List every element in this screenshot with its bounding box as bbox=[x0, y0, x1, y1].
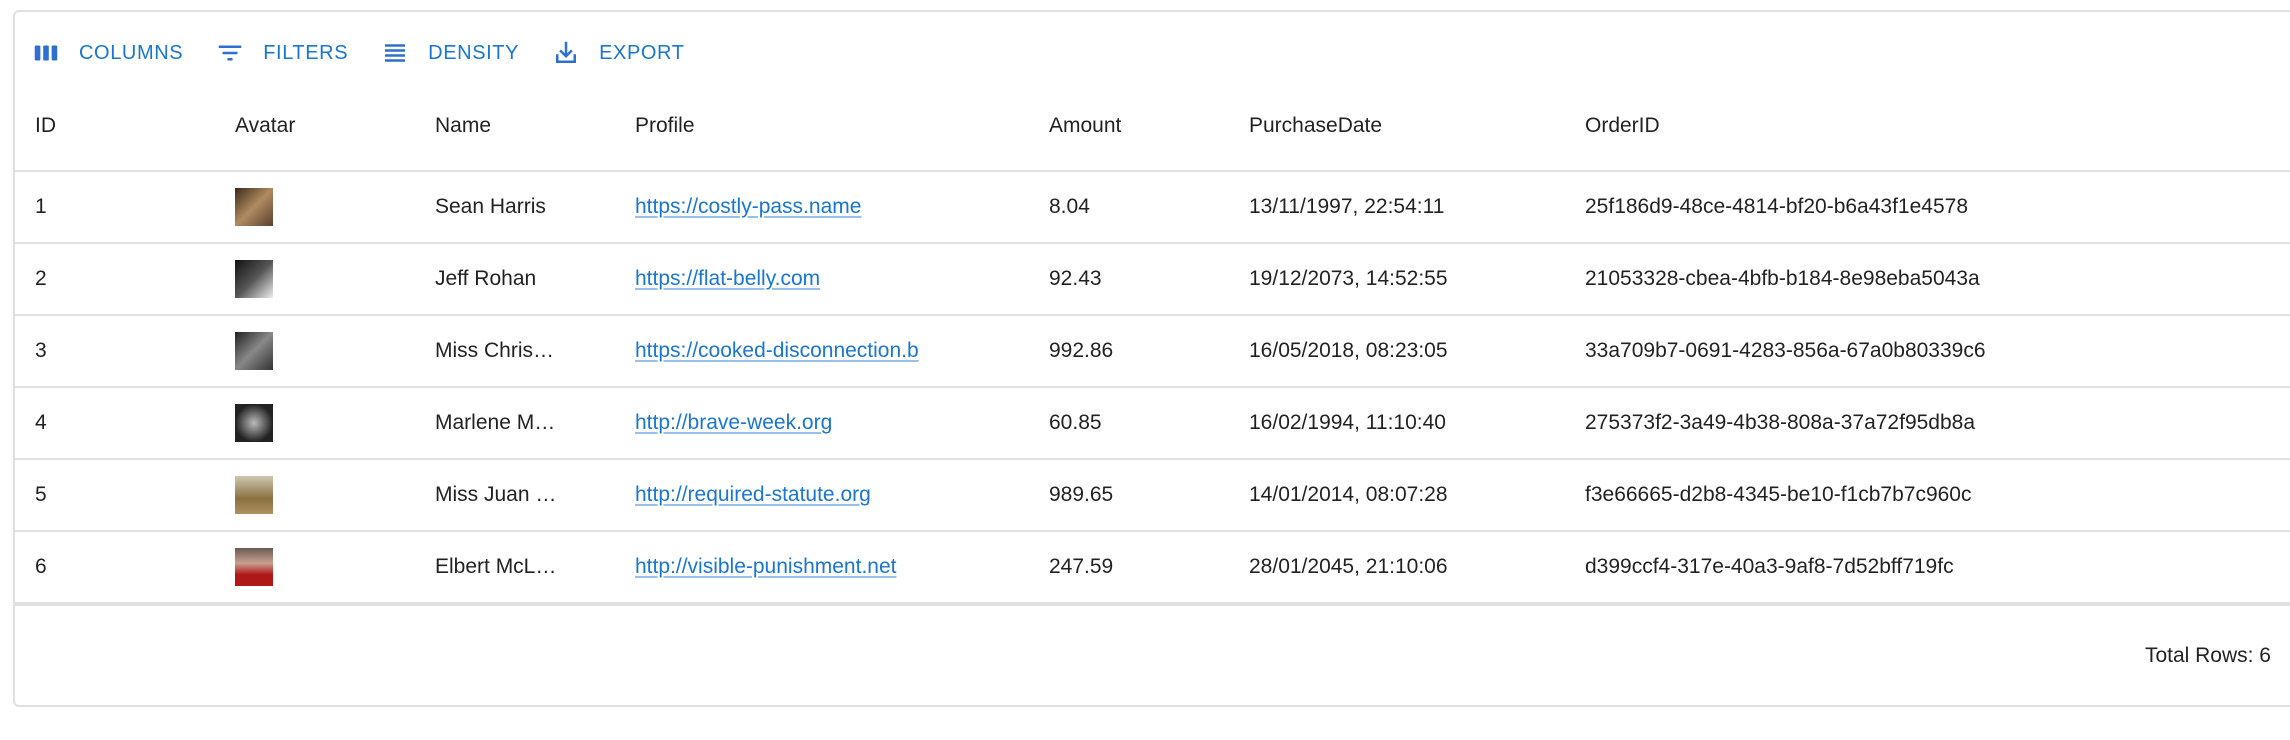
cell-name: Marlene M… bbox=[435, 411, 556, 434]
grid-toolbar: COLUMNS FILTERS DENSITY EXPORT bbox=[31, 34, 717, 72]
profile-link[interactable]: http://required-statute.org bbox=[635, 483, 871, 506]
cell-name: Sean Harris bbox=[435, 195, 546, 218]
cell-orderid: 21053328-cbea-4bfb-b184-8e98eba5043a bbox=[1585, 267, 1980, 290]
cell-purchasedate: 28/01/2045, 21:10:06 bbox=[1249, 555, 1448, 578]
cell-avatar bbox=[235, 388, 415, 458]
cell-orderid: 275373f2-3a49-4b38-808a-37a72f95db8a bbox=[1585, 411, 1976, 434]
avatar bbox=[235, 548, 273, 586]
cell-profile: http://brave-week.org bbox=[635, 388, 1043, 458]
cell-amount: 992.86 bbox=[1049, 339, 1114, 362]
cell-purchasedate: 19/12/2073, 14:52:55 bbox=[1249, 267, 1448, 290]
total-rows: Total Rows: 6 bbox=[2144, 644, 2271, 667]
column-header-id[interactable]: ID bbox=[35, 114, 56, 137]
avatar bbox=[235, 188, 273, 226]
filters-button[interactable]: FILTERS bbox=[215, 38, 348, 68]
cell-orderid: 33a709b7-0691-4283-856a-67a0b80339c6 bbox=[1585, 339, 1986, 362]
cell-purchasedate: 16/05/2018, 08:23:05 bbox=[1249, 339, 1448, 362]
cell-amount: 92.43 bbox=[1049, 267, 1102, 290]
cell-orderid: 25f186d9-48ce-4814-bf20-b6a43f1e4578 bbox=[1585, 195, 1968, 218]
grid-footer: Total Rows: 6 bbox=[15, 604, 2290, 709]
avatar bbox=[235, 476, 273, 514]
cell-profile: http://visible-punishment.net bbox=[635, 532, 1043, 602]
cell-profile: https://cooked-disconnection.b bbox=[635, 316, 1043, 386]
cell-name: Miss Juan … bbox=[435, 483, 557, 506]
column-header-row: ID Avatar Name Profile Amount PurchaseDa… bbox=[15, 82, 2290, 172]
cell-amount: 989.65 bbox=[1049, 483, 1114, 506]
density-label: DENSITY bbox=[428, 41, 520, 64]
export-button[interactable]: EXPORT bbox=[551, 38, 684, 68]
profile-link[interactable]: https://cooked-disconnection.b bbox=[635, 339, 919, 362]
profile-link[interactable]: http://visible-punishment.net bbox=[635, 555, 897, 578]
cell-purchasedate: 14/01/2014, 08:07:28 bbox=[1249, 483, 1448, 506]
cell-name: Miss Chris… bbox=[435, 339, 554, 362]
cell-profile: https://flat-belly.com bbox=[635, 244, 1043, 314]
cell-amount: 8.04 bbox=[1049, 195, 1090, 218]
cell-orderid: f3e66665-d2b8-4345-be10-f1cb7b7c960c bbox=[1585, 483, 1972, 506]
columns-label: COLUMNS bbox=[79, 41, 184, 64]
cell-purchasedate: 16/02/1994, 11:10:40 bbox=[1249, 411, 1446, 434]
cell-orderid: d399ccf4-317e-40a3-9af8-7d52bff719fc bbox=[1585, 555, 1954, 578]
column-header-amount[interactable]: Amount bbox=[1049, 114, 1122, 137]
column-header-orderid[interactable]: OrderID bbox=[1585, 114, 1660, 137]
column-header-purchasedate[interactable]: PurchaseDate bbox=[1249, 114, 1383, 137]
column-header-avatar[interactable]: Avatar bbox=[235, 114, 296, 137]
filters-label: FILTERS bbox=[263, 41, 349, 64]
avatar bbox=[235, 404, 273, 442]
cell-name: Elbert McL… bbox=[435, 555, 557, 578]
cell-purchasedate: 13/11/1997, 22:54:11 bbox=[1249, 195, 1445, 218]
cell-avatar bbox=[235, 460, 415, 530]
cell-id: 6 bbox=[35, 555, 47, 578]
profile-link[interactable]: https://costly-pass.name bbox=[635, 195, 862, 218]
cell-id: 5 bbox=[35, 483, 47, 506]
cell-profile: https://costly-pass.name bbox=[635, 172, 1043, 242]
profile-link[interactable]: http://brave-week.org bbox=[635, 411, 833, 434]
table-row[interactable]: 4 Marlene M… http://brave-week.org 60.85… bbox=[15, 388, 2290, 460]
density-button[interactable]: DENSITY bbox=[380, 38, 519, 68]
table-row[interactable]: 2 Jeff Rohan https://flat-belly.com 92.4… bbox=[15, 244, 2290, 316]
table-row[interactable]: 3 Miss Chris… https://cooked-disconnecti… bbox=[15, 316, 2290, 388]
cell-id: 1 bbox=[35, 195, 47, 218]
avatar bbox=[235, 260, 273, 298]
cell-amount: 247.59 bbox=[1049, 555, 1114, 578]
filter-icon bbox=[218, 45, 242, 61]
column-header-profile[interactable]: Profile bbox=[635, 114, 695, 137]
cell-avatar bbox=[235, 532, 415, 602]
export-label: EXPORT bbox=[599, 41, 685, 64]
columns-button[interactable]: COLUMNS bbox=[31, 38, 183, 68]
cell-id: 4 bbox=[35, 411, 47, 434]
density-icon bbox=[385, 44, 406, 62]
cell-avatar bbox=[235, 244, 415, 314]
table-row[interactable]: 1 Sean Harris https://costly-pass.name 8… bbox=[15, 172, 2290, 244]
table-row[interactable]: 5 Miss Juan … http://required-statute.or… bbox=[15, 460, 2290, 532]
table-row[interactable]: 6 Elbert McL… http://visible-punishment.… bbox=[15, 532, 2290, 604]
cell-avatar bbox=[235, 316, 415, 386]
cell-name: Jeff Rohan bbox=[435, 267, 537, 290]
cell-id: 2 bbox=[35, 267, 47, 290]
export-icon bbox=[556, 41, 577, 63]
columns-icon bbox=[34, 45, 58, 61]
data-grid: COLUMNS FILTERS DENSITY EXPORT ID Avatar… bbox=[13, 10, 2290, 707]
avatar bbox=[235, 332, 273, 370]
cell-profile: http://required-statute.org bbox=[635, 460, 1043, 530]
column-header-name[interactable]: Name bbox=[435, 114, 492, 137]
cell-amount: 60.85 bbox=[1049, 411, 1102, 434]
profile-link[interactable]: https://flat-belly.com bbox=[635, 267, 821, 290]
cell-avatar bbox=[235, 172, 415, 242]
cell-id: 3 bbox=[35, 339, 47, 362]
